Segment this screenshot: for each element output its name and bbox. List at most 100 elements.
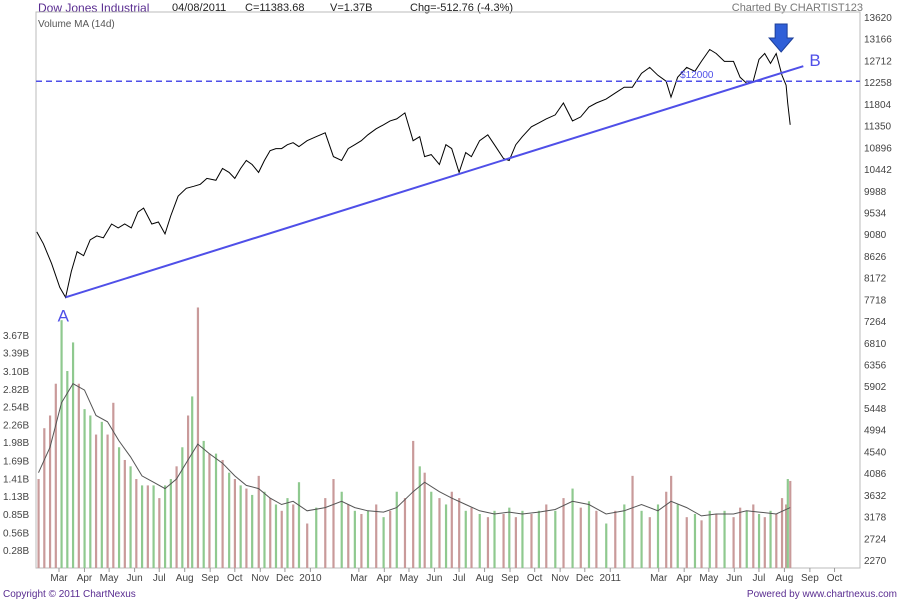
- x-axis-tick-label: Mar: [50, 573, 68, 584]
- volume-bar: [739, 507, 742, 568]
- volume-bar: [169, 479, 172, 568]
- x-axis-tick-label: May: [100, 573, 119, 584]
- volume-bar: [196, 307, 200, 568]
- volume-bar: [537, 510, 540, 568]
- down-arrow-icon: [768, 23, 795, 53]
- volume-bar: [274, 504, 278, 568]
- volume-bar: [464, 510, 467, 568]
- volume-bar: [775, 513, 778, 568]
- volume-bar: [708, 510, 711, 568]
- volume-bar: [780, 498, 784, 568]
- volume-bar: [37, 479, 40, 568]
- volume-bar: [163, 485, 167, 568]
- right-axis-tick-label: 2270: [864, 556, 887, 567]
- volume-bar: [769, 510, 772, 568]
- volume-bar: [269, 498, 272, 568]
- volume-bar: [502, 513, 505, 568]
- volume-bar: [656, 504, 660, 568]
- volume-bar: [486, 517, 490, 568]
- right-axis-tick-label: 10442: [864, 165, 892, 176]
- volume-value: V=1.37B: [330, 2, 373, 14]
- volume-axis-tick-label: 3.39B: [3, 349, 29, 360]
- volume-bar: [239, 485, 242, 568]
- volume-bar: [545, 504, 548, 568]
- volume-bar: [508, 507, 511, 568]
- volume-bar: [562, 498, 565, 568]
- volume-bar: [214, 453, 218, 568]
- volume-bar: [670, 475, 673, 568]
- volume-bar: [89, 415, 92, 568]
- x-axis-tick-label: Nov: [251, 573, 269, 584]
- volume-bar: [423, 472, 426, 568]
- x-axis-tick-label: Jul: [153, 573, 166, 584]
- close-value: C=11383.68: [245, 2, 305, 14]
- x-axis-tick-label: Sep: [801, 573, 819, 584]
- x-axis-tick-label: Mar: [350, 573, 368, 584]
- volume-bar: [438, 498, 441, 568]
- volume-axis-tick-label: 1.41B: [3, 474, 29, 485]
- copyright-text: Copyright © 2011 ChartNexus: [3, 589, 136, 600]
- volume-bar: [297, 482, 301, 568]
- volume-bar: [135, 479, 138, 568]
- volume-axis-tick-label: 1.13B: [3, 492, 29, 503]
- volume-bar: [175, 466, 178, 568]
- volume-bar: [158, 498, 161, 568]
- volume-bar: [353, 510, 356, 568]
- volume-bar: [395, 491, 398, 568]
- volume-bar: [418, 466, 421, 568]
- volume-bar: [83, 409, 86, 568]
- resistance-level-label: $12000: [680, 70, 714, 81]
- volume-bar: [786, 479, 789, 568]
- volume-bar: [117, 447, 121, 568]
- volume-axis-tick-label: 2.26B: [3, 420, 29, 431]
- x-axis-tick-label: Sep: [501, 573, 519, 584]
- right-axis-tick-label: 12258: [864, 78, 892, 89]
- volume-axis-tick-label: 0.28B: [3, 546, 29, 557]
- volume-bar: [521, 510, 524, 568]
- volume-bar: [648, 517, 651, 568]
- x-axis-tick-label: Dec: [576, 573, 594, 584]
- right-axis-tick-label: 12712: [864, 56, 892, 67]
- volume-bars: [37, 307, 792, 568]
- volume-bar: [514, 517, 517, 568]
- x-axis-tick-label: Aug: [176, 573, 194, 584]
- volume-bar: [77, 383, 80, 568]
- volume-axis-tick-label: 2.54B: [3, 403, 29, 414]
- support-trendline: [65, 65, 804, 299]
- x-axis-tick-label: Apr: [377, 573, 393, 584]
- volume-bar: [43, 428, 46, 568]
- volume-bar: [752, 504, 755, 568]
- volume-bar: [100, 421, 103, 568]
- right-axis-tick-label: 11804: [864, 100, 892, 111]
- volume-bar: [324, 498, 327, 568]
- x-axis-tick-label: Oct: [827, 573, 843, 584]
- volume-bar: [340, 491, 343, 568]
- quote-date: 04/08/2011: [172, 2, 227, 14]
- right-axis-tick-label: 5902: [864, 382, 887, 393]
- charted-by-credit: Charted By CHARTIST123: [731, 2, 863, 14]
- volume-bar: [595, 510, 598, 568]
- volume-bar: [332, 479, 335, 568]
- x-axis-tick-label: 2011: [599, 573, 621, 584]
- x-axis-tick-label: Jul: [753, 573, 766, 584]
- volume-bar: [263, 491, 266, 568]
- volume-bar: [685, 517, 688, 568]
- volume-bar: [693, 513, 697, 568]
- volume-bar: [430, 491, 433, 568]
- volume-bar: [382, 517, 385, 568]
- x-axis-tick-label: Jun: [426, 573, 442, 584]
- volume-bar: [71, 342, 75, 568]
- volume-bar: [140, 485, 144, 568]
- volume-bar: [579, 507, 582, 568]
- right-axis-tick-label: 7718: [864, 295, 887, 306]
- volume-bar: [94, 434, 98, 568]
- volume-bar: [123, 459, 126, 568]
- right-axis-tick-label: 3632: [864, 491, 887, 502]
- volume-bar: [530, 513, 533, 568]
- volume-axis-tick-label: 1.98B: [3, 438, 29, 449]
- volume-bar: [347, 504, 350, 568]
- volume-bar: [152, 485, 155, 568]
- volume-bar: [631, 475, 634, 568]
